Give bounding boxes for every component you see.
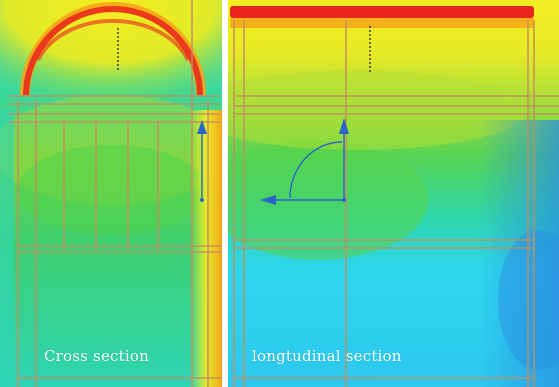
longitudinal-section-caption: longtudinal section bbox=[252, 347, 402, 365]
arch-hot-band bbox=[23, 6, 203, 96]
longitudinal-section-panel: longtudinal section bbox=[228, 0, 559, 387]
up-arrow-head bbox=[197, 120, 207, 134]
up-arrow-head bbox=[339, 118, 349, 134]
panel-divider bbox=[222, 0, 228, 387]
arch-crown-hot bbox=[36, 18, 190, 61]
arrow-origin-dot bbox=[342, 198, 346, 202]
longitudinal-frame bbox=[233, 20, 559, 387]
curved-airflow-arc bbox=[289, 141, 343, 199]
cross-section-panel: Cross section bbox=[0, 0, 222, 387]
right-cool-zone bbox=[478, 120, 559, 387]
longitudinal-section-contour-plot bbox=[228, 0, 559, 387]
upper-lime-zone bbox=[228, 70, 528, 150]
left-cool-edge bbox=[0, 110, 14, 387]
cross-section-frame bbox=[8, 0, 222, 387]
middle-green-zone bbox=[17, 145, 207, 235]
roof-warm-band bbox=[230, 18, 534, 28]
arrow-origin-dot bbox=[200, 198, 204, 202]
left-arrow-head bbox=[260, 195, 276, 205]
roof-hot-band bbox=[230, 6, 534, 18]
right-warm-edge bbox=[190, 110, 222, 387]
cross-section-caption: Cross section bbox=[44, 347, 149, 365]
cross-section-contour-plot bbox=[0, 0, 222, 387]
